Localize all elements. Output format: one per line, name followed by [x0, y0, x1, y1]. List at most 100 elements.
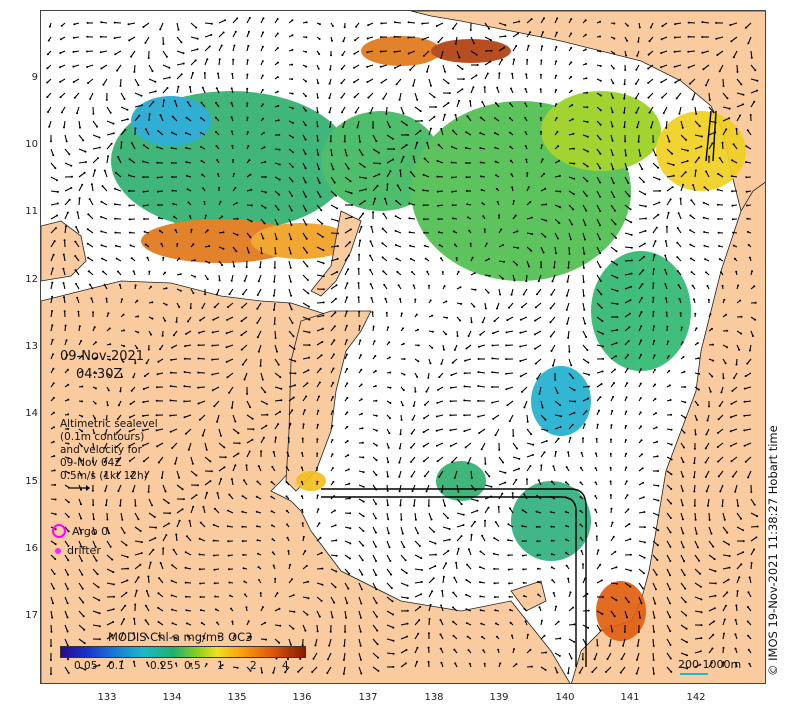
velocity-arrow-head	[366, 65, 369, 68]
velocity-arrow-head	[423, 231, 426, 234]
velocity-arrow	[436, 428, 444, 432]
velocity-arrow-head	[292, 594, 295, 597]
velocity-arrow-head	[108, 532, 110, 535]
velocity-arrow-head	[445, 333, 448, 336]
velocity-arrow-head	[91, 475, 94, 478]
velocity-arrow-head	[291, 48, 294, 51]
velocity-arrow-head	[92, 311, 95, 314]
velocity-arrow	[582, 330, 587, 338]
velocity-arrow-head	[515, 663, 518, 666]
velocity-arrow-head	[449, 414, 452, 417]
velocity-arrow-head	[731, 190, 734, 193]
velocity-arrow-head	[609, 452, 612, 455]
velocity-arrow-head	[330, 54, 332, 57]
velocity-arrow-head	[509, 145, 512, 148]
velocity-arrow-head	[615, 566, 618, 569]
velocity-arrow-head	[80, 531, 83, 534]
velocity-arrow	[534, 344, 542, 350]
velocity-arrow-head	[599, 210, 601, 212]
velocity-arrow-head	[712, 633, 715, 636]
velocity-arrow-head	[171, 608, 173, 611]
velocity-arrow-head	[162, 43, 165, 45]
velocity-arrow	[414, 593, 422, 598]
velocity-arrow-head	[188, 215, 191, 218]
velocity-arrow-head	[346, 367, 349, 370]
velocity-arrow	[635, 92, 640, 99]
velocity-arrow-head	[121, 375, 123, 378]
velocity-arrow-head	[543, 634, 546, 637]
velocity-arrow-head	[301, 644, 304, 647]
velocity-arrow-head	[132, 376, 135, 379]
velocity-arrow-head	[196, 37, 199, 40]
velocity-arrow-head	[394, 244, 397, 246]
velocity-arrow	[554, 386, 559, 394]
velocity-arrow-head	[98, 136, 101, 139]
velocity-arrow-head	[382, 270, 385, 273]
velocity-arrow	[372, 198, 376, 206]
velocity-arrow-head	[465, 347, 468, 350]
velocity-arrow	[410, 456, 416, 463]
velocity-arrow-head	[316, 494, 319, 497]
velocity-arrow-head	[665, 225, 668, 228]
velocity-arrow-head	[305, 395, 308, 398]
velocity-arrow	[120, 605, 126, 612]
velocity-arrow	[316, 301, 324, 304]
velocity-arrow	[731, 400, 738, 405]
velocity-arrow	[470, 50, 477, 56]
map-frame[interactable]	[40, 10, 766, 684]
velocity-arrow-head	[703, 244, 706, 247]
velocity-arrow-head	[389, 170, 392, 173]
velocity-arrow-head	[316, 111, 319, 114]
velocity-arrow-head	[550, 525, 553, 528]
velocity-arrow-head	[369, 240, 372, 243]
velocity-arrow-head	[176, 243, 179, 245]
velocity-arrow	[638, 610, 641, 618]
velocity-arrow-head	[670, 458, 673, 461]
velocity-arrow	[381, 78, 388, 84]
velocity-arrow-head	[142, 444, 144, 447]
velocity-arrow	[50, 296, 53, 304]
velocity-arrow	[468, 549, 472, 556]
velocity-arrow-head	[469, 29, 472, 31]
velocity-arrow	[257, 288, 262, 296]
velocity-arrow	[638, 190, 646, 195]
velocity-arrow-head	[143, 218, 146, 220]
velocity-arrow	[288, 316, 293, 324]
velocity-arrow	[216, 414, 220, 422]
velocity-arrow-head	[305, 50, 307, 53]
velocity-arrow-head	[464, 446, 467, 449]
velocity-arrow-head	[119, 84, 122, 87]
velocity-arrow-head	[362, 471, 365, 474]
velocity-arrow-head	[318, 522, 321, 525]
velocity-arrow-head	[240, 320, 243, 323]
velocity-arrow	[525, 274, 528, 282]
velocity-arrow	[386, 498, 389, 506]
velocity-arrow-head	[388, 126, 391, 129]
velocity-arrow-head	[526, 172, 529, 175]
velocity-arrow	[355, 106, 360, 113]
velocity-arrow-head	[716, 446, 719, 448]
velocity-arrow-head	[46, 96, 49, 99]
velocity-arrow-head	[136, 347, 139, 350]
velocity-arrow-head	[701, 21, 704, 24]
velocity-arrow	[344, 241, 351, 248]
velocity-arrow-head	[108, 327, 111, 330]
velocity-arrow-head	[412, 284, 415, 287]
velocity-arrow-head	[286, 536, 289, 539]
velocity-arrow-head	[63, 296, 65, 299]
velocity-arrow-head	[136, 299, 139, 302]
velocity-arrow-head	[214, 116, 217, 119]
velocity-arrow-head	[276, 18, 279, 20]
velocity-arrow-head	[126, 118, 129, 121]
velocity-arrow	[567, 330, 570, 338]
velocity-arrow-head	[408, 202, 411, 205]
velocity-arrow	[258, 274, 262, 282]
velocity-arrow-head	[52, 411, 55, 414]
velocity-arrow	[148, 78, 156, 83]
velocity-arrow-head	[162, 256, 165, 259]
velocity-arrow	[688, 50, 696, 53]
velocity-arrow-head	[201, 173, 204, 176]
velocity-arrow-head	[418, 619, 421, 622]
velocity-arrow-head	[374, 517, 377, 520]
velocity-arrow	[159, 114, 164, 122]
